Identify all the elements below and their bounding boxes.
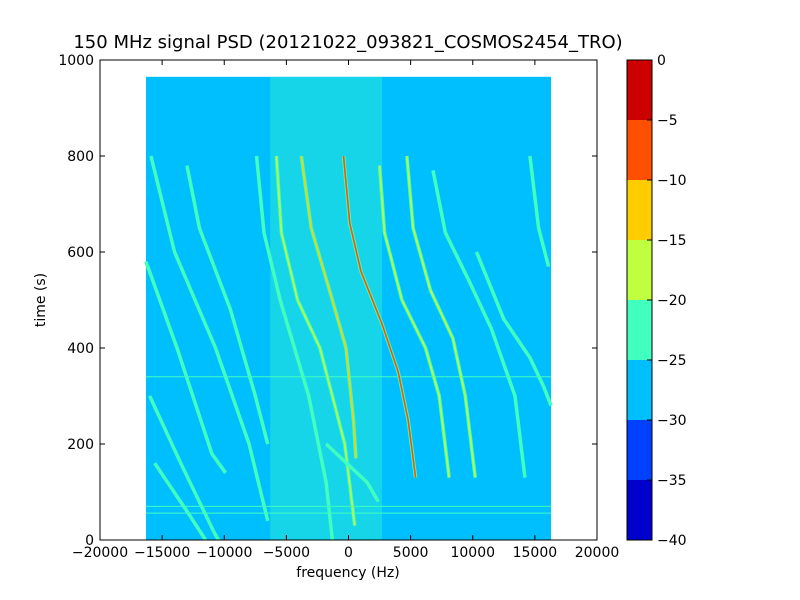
colorbar-tick-label: −25: [657, 353, 687, 369]
x-tick-label: 20000: [575, 545, 620, 561]
doppler-trace: [148, 395, 220, 540]
colorbar-segment: [627, 60, 652, 120]
doppler-trace: [255, 155, 334, 540]
colorbar-tick-label: −35: [657, 473, 687, 489]
colorbar: 0 −5 −10 −15 −20 −25 −30 −35 −40: [626, 53, 687, 549]
x-tick-label: 5000: [393, 545, 429, 561]
doppler-trace: [475, 251, 552, 406]
x-tick-label: −5000: [263, 545, 310, 561]
doppler-trace: [300, 155, 357, 459]
x-axis-ticks: −20000 −15000 −10000 −5000 0 5000 10000 15000 20…: [72, 60, 619, 561]
chart-title: 150 MHz signal PSD (20121022_093821_COSM…: [73, 32, 622, 53]
plot-area: [99, 59, 598, 541]
x-tick-label: 0: [344, 545, 353, 561]
colorbar-tick-label: −5: [657, 113, 678, 129]
colorbar-segment: [627, 420, 652, 480]
y-axis-label: time (s): [33, 273, 49, 327]
doppler-trace: [154, 462, 207, 540]
x-tick-label: 10000: [450, 545, 495, 561]
doppler-trace: [406, 155, 477, 478]
colorbar-segment: [627, 120, 652, 180]
colorbar-tick-label: −20: [657, 293, 687, 309]
psd-heatmap: [144, 76, 553, 540]
doppler-trace: [275, 155, 356, 526]
colorbar-segment: [627, 360, 652, 420]
y-axis-ticks: 0 200 400 600 800 1000: [58, 53, 597, 549]
x-tick-label: −10000: [196, 545, 252, 561]
y-tick-label: 600: [67, 245, 94, 261]
doppler-trace: [342, 155, 417, 478]
colorbar-tick-label: −10: [657, 173, 687, 189]
y-tick-label: 400: [67, 341, 94, 357]
colorbar-segment: [627, 300, 652, 360]
doppler-trace: [325, 443, 380, 503]
colorbar-tick-label: −30: [657, 413, 687, 429]
colorbar-tick-label: 0: [657, 53, 666, 69]
colorbar-tick-label: −40: [657, 533, 687, 549]
doppler-trace: [529, 155, 550, 267]
doppler-trace: [378, 165, 450, 478]
x-axis-label: frequency (Hz): [296, 565, 399, 581]
doppler-trace: [150, 155, 269, 521]
x-tick-label: −15000: [134, 545, 190, 561]
y-tick-label: 0: [85, 533, 94, 549]
x-tick-label: 15000: [513, 545, 558, 561]
colorbar-segment: [627, 180, 652, 240]
colorbar-segment: [627, 480, 652, 540]
x-tick-label: −20000: [72, 545, 128, 561]
central-noise-band: [270, 76, 383, 540]
y-tick-label: 1000: [58, 53, 94, 69]
doppler-trace: [186, 165, 269, 445]
doppler-trace: [145, 261, 227, 474]
y-tick-label: 200: [67, 437, 94, 453]
doppler-trace: [432, 170, 526, 478]
colorbar-segment: [627, 240, 652, 300]
y-tick-label: 800: [67, 149, 94, 165]
colorbar-tick-label: −15: [657, 233, 687, 249]
